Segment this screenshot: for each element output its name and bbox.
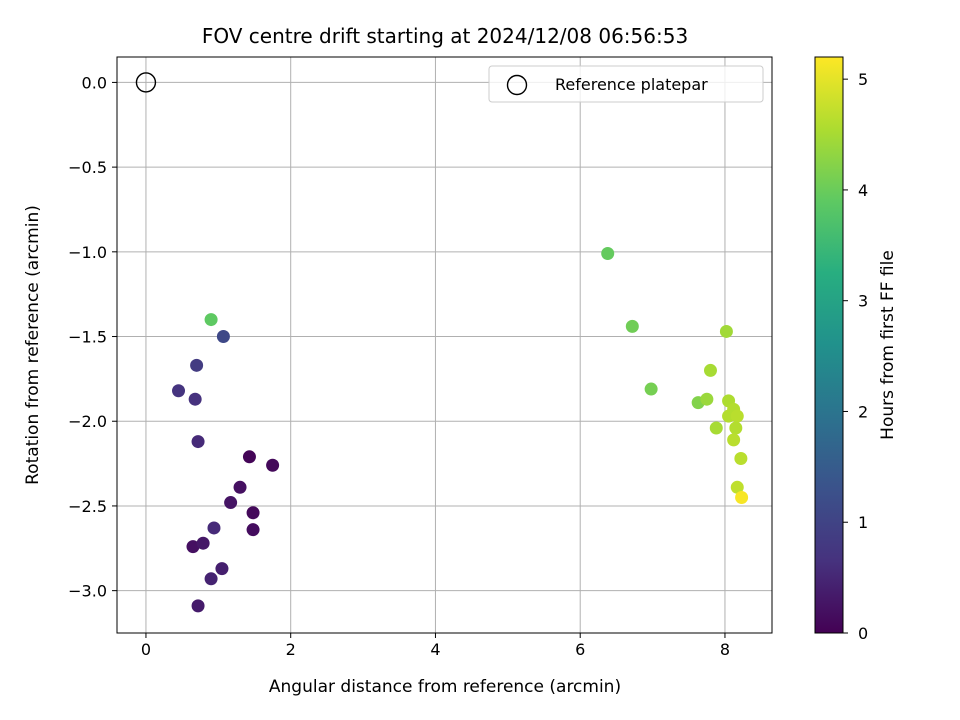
data-point (188, 392, 202, 406)
data-point (172, 384, 186, 398)
data-point (700, 392, 714, 406)
data-point (601, 247, 615, 261)
data-point (266, 458, 280, 472)
data-point (242, 450, 256, 464)
data-point (215, 562, 229, 576)
colorbar: 0 1 2 3 4 5 Hours from first FF file (814, 56, 898, 643)
data-point (703, 363, 717, 377)
colorbar-tick-label: 5 (858, 70, 868, 89)
data-point (216, 330, 230, 344)
grid (117, 57, 772, 633)
x-tick-label: 8 (720, 640, 730, 659)
x-tick-label: 6 (575, 640, 585, 659)
data-point (191, 599, 205, 613)
plot-frame (116, 56, 773, 634)
legend: Reference platepar (488, 65, 764, 103)
chart-title: FOV centre drift starting at 2024/12/08 … (202, 24, 688, 48)
colorbar-ticks: 0 1 2 3 4 5 (843, 70, 868, 643)
y-axis-label: Rotation from reference (arcmin) (23, 205, 43, 485)
data-point (204, 572, 218, 586)
colorbar-tick-label: 3 (858, 292, 868, 311)
colorbar-label: Hours from first FF file (878, 250, 898, 440)
y-tick-label: −1.0 (68, 243, 107, 262)
data-point (729, 421, 743, 435)
x-tick-label: 4 (430, 640, 440, 659)
data-point (719, 324, 733, 338)
x-tick-label: 2 (286, 640, 296, 659)
data-point (246, 523, 260, 537)
data-point (246, 506, 260, 520)
legend-box (488, 65, 764, 103)
colorbar-tick-label: 0 (858, 624, 868, 643)
y-tick-label: −3.0 (68, 582, 107, 601)
data-point (191, 435, 205, 449)
data-point (730, 480, 744, 494)
legend-label: Reference platepar (555, 75, 708, 94)
data-point (224, 496, 238, 510)
y-tick-label: −2.5 (68, 497, 107, 516)
data-point (190, 358, 204, 372)
data-point (709, 421, 723, 435)
data-point (644, 382, 658, 396)
y-tick-label: −1.5 (68, 328, 107, 347)
y-tick-label: −2.0 (68, 412, 107, 431)
data-point (196, 536, 210, 550)
y-tick-label: −0.5 (68, 158, 107, 177)
data-point (186, 540, 200, 554)
y-tick-label: 0.0 (82, 73, 107, 92)
x-axis-label: Angular distance from reference (arcmin) (269, 677, 621, 697)
data-point (734, 452, 748, 466)
data-point (207, 521, 221, 535)
legend-reference-marker (506, 74, 528, 96)
data-point (735, 490, 749, 504)
x-tick-label: 0 (141, 640, 151, 659)
data-point (727, 433, 741, 447)
colorbar-tick-label: 1 (858, 513, 868, 532)
colorbar-tick-label: 2 (858, 402, 868, 421)
data-point (204, 313, 218, 327)
axis-ticks: 0 2 4 6 8 0.0 −0.5 −1.0 −1.5 −2.0 −2.5 −3.0 (68, 73, 730, 659)
data-points (135, 72, 749, 613)
colorbar-tick-label: 4 (858, 181, 868, 200)
colorbar-gradient (814, 56, 844, 634)
data-point (625, 319, 639, 333)
data-point (233, 480, 247, 494)
data-point (730, 409, 744, 423)
reference-marker (135, 72, 157, 93)
